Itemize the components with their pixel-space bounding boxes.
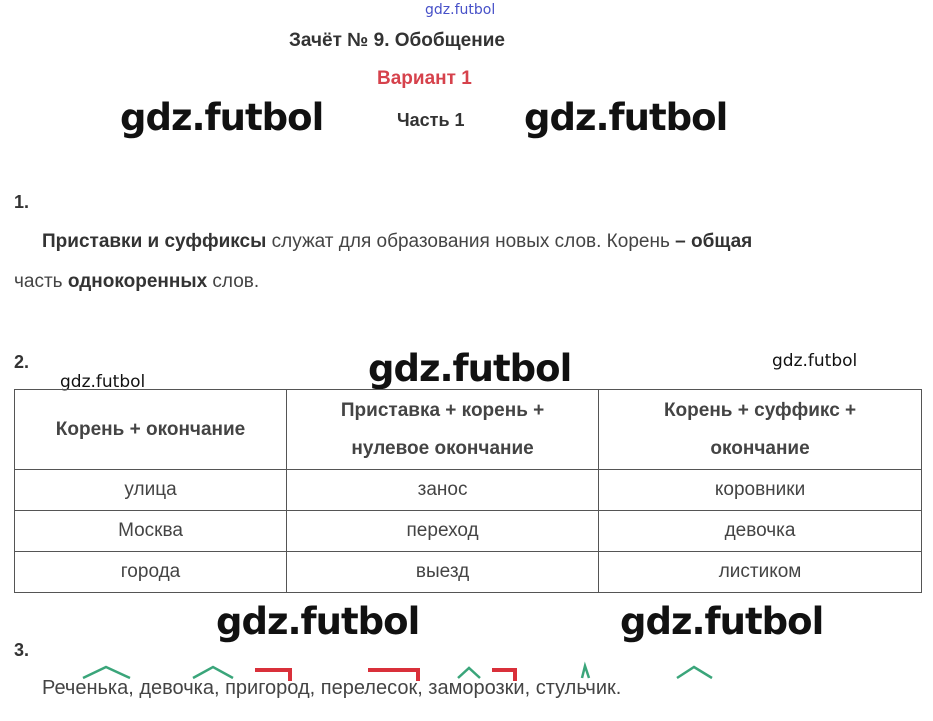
column-header: Приставка + корень + нулевое окончание (286, 389, 600, 470)
task-1-number: 1. (14, 192, 30, 212)
prefix-mark (368, 668, 420, 681)
suffix-mark (676, 665, 713, 680)
table-cell: переход (286, 510, 600, 552)
prefix-mark (255, 668, 292, 681)
watermark: gdz.futbol (425, 2, 496, 18)
table-row: улица занос коровники (13, 469, 922, 511)
task-2-number: 2. (14, 352, 30, 372)
watermark: gdz.futbol (524, 96, 728, 139)
table-row: города выезд листиком (13, 551, 922, 593)
watermark: gdz.futbol (620, 600, 824, 643)
text: часть (14, 271, 68, 292)
watermark: gdz.futbol (772, 351, 858, 371)
task-3-number: 3. (14, 640, 30, 660)
bold-text: однокоренных (67, 271, 208, 292)
text: служат для образования новых слов. Корен… (266, 231, 676, 252)
table-cell: листиком (598, 551, 922, 593)
table-cell: девочка (598, 510, 922, 552)
table-row: Москва переход девочка (13, 510, 922, 552)
suffix-mark (192, 665, 234, 680)
variant-label: Вариант 1 (377, 68, 472, 89)
page-title: Зачёт № 9. Обобщение (289, 30, 505, 51)
watermark: gdz.futbol (368, 347, 572, 390)
table-cell: улица (13, 469, 288, 511)
task-1-line-1: Приставки и суффиксы служат для образова… (42, 231, 752, 253)
watermark: gdz.futbol (60, 372, 146, 392)
column-header: Корень + окончание (13, 389, 288, 470)
prefix-mark (492, 668, 517, 681)
suffix-mark (580, 661, 591, 679)
task-1-line-2: часть однокоренных слов. (14, 271, 259, 293)
watermark: gdz.futbol (120, 96, 324, 139)
watermark: gdz.futbol (216, 600, 420, 643)
suffix-mark (457, 666, 481, 679)
suffix-mark (82, 665, 131, 680)
task-3-words: Реченька, девочка, пригород, перелесок, … (42, 677, 622, 699)
table-cell: города (13, 551, 288, 593)
text: слов. (207, 271, 260, 292)
part-label: Часть 1 (397, 110, 465, 130)
bold-text: Приставки и суффиксы (42, 231, 267, 252)
bold-text: – общая (675, 231, 753, 252)
table-cell: коровники (598, 469, 922, 511)
morpheme-table: Корень + окончание Приставка + корень + … (13, 389, 922, 593)
table-cell: выезд (286, 551, 600, 593)
